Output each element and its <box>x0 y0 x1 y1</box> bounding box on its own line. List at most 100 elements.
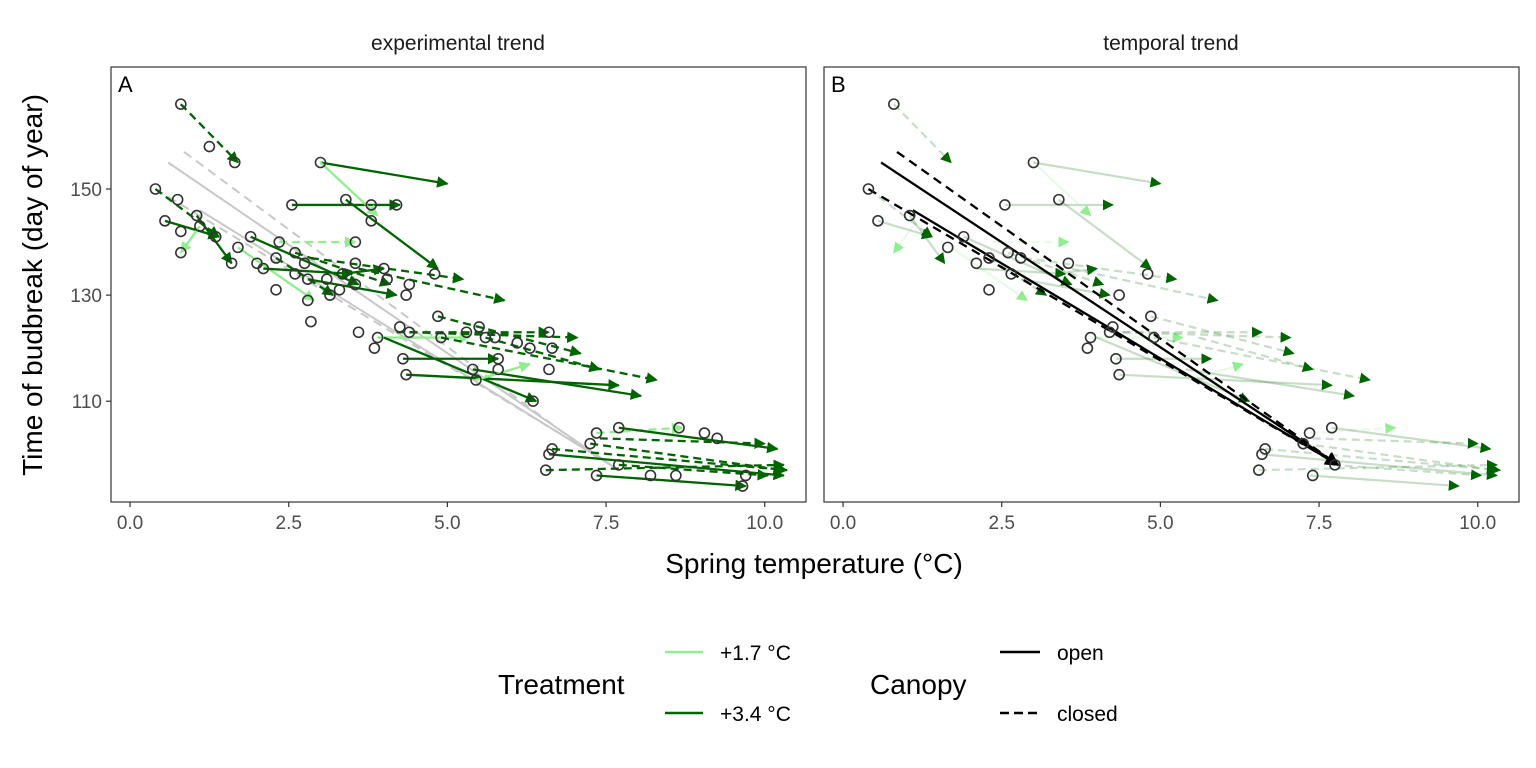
control-point-18 <box>270 284 282 296</box>
control-point-35 <box>352 326 365 339</box>
control-point-80 <box>739 469 752 482</box>
fit-line-a-open-2 <box>199 209 620 472</box>
legend-title-canopy: Canopy <box>870 669 967 700</box>
treatment-arrow-37 <box>618 463 770 481</box>
fit-line-a-closed-3 <box>154 188 604 461</box>
control-point-16 <box>270 252 282 264</box>
faded-arrow-17 <box>1058 198 1152 270</box>
temporal-fit-open-2 <box>912 209 1340 466</box>
control-point-62 <box>527 395 539 408</box>
control-point-33 <box>349 257 362 270</box>
control-point-13 <box>244 230 257 243</box>
temporal-point-30 <box>1303 427 1316 439</box>
control-point-57 <box>489 331 501 344</box>
faded-arrow-4 <box>908 214 946 265</box>
temporal-point-2 <box>872 215 884 227</box>
x-axis-ticks-b: 0.0 2.5 5.0 7.5 10.0 <box>830 502 1496 534</box>
temporal-point-4 <box>941 241 954 254</box>
temporal-point-3 <box>903 209 916 222</box>
control-point-12 <box>232 241 244 254</box>
x-tick-label-b-2: 5.0 <box>1147 513 1173 534</box>
panel-frame-a <box>110 66 807 503</box>
control-point-76 <box>673 421 685 434</box>
temporal-point-10 <box>1002 246 1014 259</box>
control-point-42 <box>390 199 403 211</box>
control-point-65 <box>546 342 558 354</box>
x-tick-label-a-2: 5.0 <box>434 513 460 534</box>
control-point-45 <box>400 289 412 301</box>
x-axis-ticks-a: 0.0 2.5 5.0 7.5 10.0 <box>117 502 783 534</box>
treatment-arrow-23 <box>406 373 620 391</box>
control-point-7 <box>190 209 203 222</box>
temporal-point-29 <box>1297 437 1310 450</box>
temporal-fit-closed-1 <box>896 150 1340 466</box>
legend: Treatment +1.7 °C +3.4 °C Canopy open cl… <box>498 642 1118 726</box>
temporal-point-25 <box>1148 331 1160 344</box>
control-point-17 <box>273 236 285 248</box>
control-point-20 <box>289 246 301 259</box>
control-point-71 <box>590 469 603 482</box>
control-point-27 <box>320 273 333 285</box>
control-point-60 <box>511 337 524 349</box>
control-point-34 <box>349 278 362 291</box>
faded-arrow-37 <box>1331 463 1483 481</box>
control-point-32 <box>349 236 362 248</box>
legend-label-plus-3-4: +3.4 °C <box>720 703 791 726</box>
panel-letter-a: A <box>118 72 133 97</box>
faded-arrow-14 <box>1033 161 1162 188</box>
control-point-77 <box>698 427 711 439</box>
temporal-point-21 <box>1113 289 1125 301</box>
treatment-arrow-36 <box>618 426 779 454</box>
control-point-41 <box>381 273 393 285</box>
control-point-28 <box>324 289 336 301</box>
temporal-point-32 <box>1325 421 1338 434</box>
fit-line-a-open-0 <box>167 161 620 471</box>
treatment-arrow-38 <box>599 437 766 450</box>
temporal-point-16 <box>1081 342 1094 354</box>
x-tick-label-a-4: 10.0 <box>746 513 783 534</box>
control-point-78 <box>711 432 723 445</box>
control-point-6 <box>159 215 171 227</box>
treatment-arrow-4 <box>195 214 233 265</box>
control-point-9 <box>175 246 187 259</box>
temporal-point-15 <box>1062 257 1075 270</box>
control-point-38 <box>368 342 381 354</box>
temporal-fit-closed-3 <box>867 188 1340 466</box>
control-point-30 <box>336 268 349 280</box>
faded-arrow-2 <box>877 219 933 240</box>
control-point-49 <box>428 268 441 280</box>
control-point-61 <box>524 342 536 354</box>
faded-arrow-29 <box>1198 336 1314 373</box>
x-tick-label-b-4: 10.0 <box>1459 513 1496 534</box>
control-point-72 <box>612 421 625 434</box>
control-point-11 <box>225 257 238 270</box>
temporal-point-1 <box>862 183 875 195</box>
control-point-36 <box>365 199 378 211</box>
control-point-70 <box>590 427 603 439</box>
control-point-8 <box>194 220 206 232</box>
facet-strip-label-b: temporal trend <box>1103 32 1238 55</box>
faded-arrow-23 <box>1119 373 1333 391</box>
temporal-point-33 <box>1329 459 1341 471</box>
treatment-arrow-6 <box>250 235 360 286</box>
treatment-arrow-17 <box>345 198 439 270</box>
control-point-48 <box>403 278 416 291</box>
control-point-4 <box>171 193 184 206</box>
faded-arrow-0 <box>893 103 952 164</box>
control-point-46 <box>400 368 412 381</box>
panel-frame-b <box>823 66 1520 503</box>
control-point-19 <box>286 199 298 211</box>
faded-arrow-34 <box>1309 422 1397 435</box>
x-tick-label-a-3: 7.5 <box>593 513 619 534</box>
treatment-arrow-26 <box>440 336 658 384</box>
temporal-fit-open-0 <box>880 161 1340 466</box>
faded-arrow-27 <box>1185 368 1356 400</box>
faded-arrow-7 <box>976 267 1067 279</box>
control-point-5 <box>175 225 187 238</box>
control-point-44 <box>397 352 409 365</box>
temporal-point-19 <box>1106 321 1119 333</box>
legend-label-closed: closed <box>1057 703 1118 726</box>
treatment-arrow-32 <box>552 447 789 475</box>
temporal-point-6 <box>970 257 983 270</box>
